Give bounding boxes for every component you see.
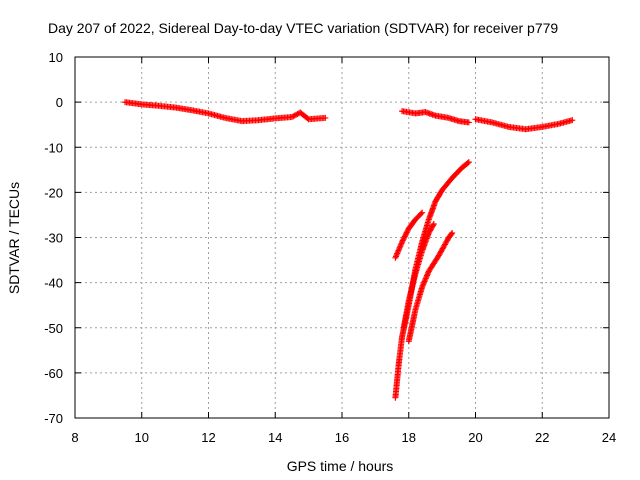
data-point bbox=[464, 160, 471, 167]
series-track-a bbox=[122, 99, 329, 125]
data-point bbox=[569, 117, 576, 124]
y-tick-label: -70 bbox=[44, 411, 63, 426]
data-point bbox=[403, 229, 410, 236]
x-tick-label: 24 bbox=[602, 430, 616, 445]
data-point bbox=[430, 220, 437, 227]
x-tick-label: 20 bbox=[468, 430, 482, 445]
series-track-b bbox=[399, 108, 472, 126]
series-track-e bbox=[392, 159, 472, 401]
y-tick-label: 10 bbox=[49, 50, 63, 65]
data-point bbox=[322, 114, 329, 121]
data-point bbox=[399, 239, 406, 246]
data-point bbox=[465, 159, 472, 166]
series-track-d bbox=[392, 209, 426, 261]
y-tick-label: -30 bbox=[44, 231, 63, 246]
data-point bbox=[403, 230, 410, 237]
data-point bbox=[449, 229, 456, 236]
chart-title: Day 207 of 2022, Sidereal Day-to-day VTE… bbox=[48, 20, 558, 36]
x-tick-label: 8 bbox=[71, 430, 78, 445]
x-tick-label: 18 bbox=[402, 430, 416, 445]
data-point bbox=[399, 237, 406, 244]
y-tick-label: -10 bbox=[44, 140, 63, 155]
axis-ticks: 8 10 12 14 16 18 20 22 24 10 0 -10 -20 -30 -40 -50 -60 -7… bbox=[44, 50, 616, 445]
y-tick-label: -20 bbox=[44, 185, 63, 200]
y-axis-label: SDTVAR / TECUs bbox=[6, 182, 22, 294]
data-point bbox=[404, 228, 411, 235]
data-point bbox=[304, 115, 311, 122]
data-point bbox=[400, 236, 407, 243]
series-track-g bbox=[405, 229, 456, 345]
data-point bbox=[417, 210, 424, 217]
data-point bbox=[402, 232, 409, 239]
data-point bbox=[419, 209, 426, 216]
y-tick-label: -40 bbox=[44, 276, 63, 291]
y-tick-label: -60 bbox=[44, 366, 63, 381]
x-tick-label: 14 bbox=[268, 430, 282, 445]
data-point bbox=[401, 234, 408, 241]
x-axis-label: GPS time / hours bbox=[287, 458, 394, 474]
data-point bbox=[430, 222, 437, 229]
x-tick-label: 22 bbox=[535, 430, 549, 445]
x-tick-label: 12 bbox=[201, 430, 215, 445]
y-tick-label: -50 bbox=[44, 321, 63, 336]
x-tick-label: 10 bbox=[135, 430, 149, 445]
data-point bbox=[401, 233, 408, 240]
data-point bbox=[448, 231, 455, 238]
series-track-c bbox=[472, 116, 576, 133]
data-points bbox=[122, 99, 576, 401]
grid-lines bbox=[75, 57, 609, 418]
data-point bbox=[465, 119, 472, 126]
series-track-f bbox=[400, 220, 437, 331]
x-tick-label: 16 bbox=[335, 430, 349, 445]
y-tick-label: 0 bbox=[56, 95, 63, 110]
